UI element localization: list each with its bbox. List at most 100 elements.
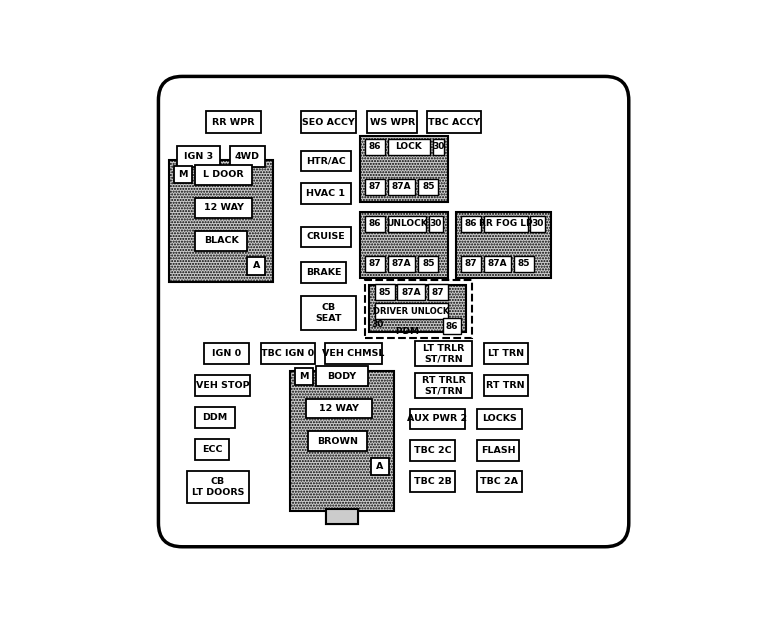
Text: LT TRN: LT TRN bbox=[488, 349, 524, 358]
Bar bbox=[419, 178, 439, 195]
Bar bbox=[365, 178, 385, 195]
Text: HVAC 1: HVAC 1 bbox=[306, 189, 346, 198]
Bar bbox=[456, 212, 551, 278]
Bar bbox=[531, 215, 545, 232]
Bar bbox=[301, 296, 356, 329]
Bar bbox=[388, 139, 430, 155]
Bar bbox=[365, 280, 472, 338]
Text: RT TRLR
ST/TRN: RT TRLR ST/TRN bbox=[422, 376, 465, 395]
Bar bbox=[206, 110, 260, 133]
Bar bbox=[230, 146, 265, 167]
Bar bbox=[174, 166, 192, 183]
Bar bbox=[360, 136, 449, 202]
Bar bbox=[484, 343, 528, 364]
Bar bbox=[365, 139, 385, 155]
Bar bbox=[429, 215, 443, 232]
Text: WS WPR: WS WPR bbox=[369, 117, 415, 126]
Text: DRIVER UNLOCK: DRIVER UNLOCK bbox=[373, 307, 449, 316]
Text: 4WD: 4WD bbox=[235, 152, 260, 161]
Text: 86: 86 bbox=[445, 322, 458, 331]
Text: - PDM -: - PDM - bbox=[389, 327, 426, 336]
Bar bbox=[326, 509, 359, 524]
Text: RR FOG LP: RR FOG LP bbox=[479, 219, 532, 228]
Bar bbox=[306, 399, 372, 418]
Text: 86: 86 bbox=[369, 219, 382, 228]
Text: LOCK: LOCK bbox=[396, 143, 422, 151]
Text: M: M bbox=[178, 170, 188, 180]
Text: 30: 30 bbox=[372, 320, 384, 329]
Text: SEO ACCY: SEO ACCY bbox=[302, 117, 355, 126]
Text: IGN 0: IGN 0 bbox=[211, 349, 240, 358]
Bar bbox=[484, 215, 528, 232]
Text: BLACK: BLACK bbox=[204, 236, 239, 246]
Bar bbox=[461, 215, 481, 232]
Text: A: A bbox=[253, 262, 260, 270]
Text: TBC 2C: TBC 2C bbox=[414, 446, 452, 455]
Bar bbox=[260, 343, 315, 364]
Bar bbox=[419, 255, 439, 271]
Bar bbox=[295, 368, 313, 385]
Bar bbox=[195, 439, 229, 460]
Bar bbox=[477, 408, 522, 429]
Bar bbox=[301, 151, 351, 172]
Bar bbox=[397, 284, 425, 300]
Text: CRUISE: CRUISE bbox=[306, 233, 346, 241]
Text: 85: 85 bbox=[422, 182, 435, 191]
Bar bbox=[428, 284, 448, 300]
Bar bbox=[388, 178, 415, 195]
Text: 30: 30 bbox=[429, 219, 442, 228]
Text: 87A: 87A bbox=[392, 182, 412, 191]
Bar bbox=[477, 471, 522, 492]
Text: 85: 85 bbox=[379, 288, 391, 297]
Bar bbox=[316, 366, 368, 386]
Bar bbox=[375, 284, 395, 300]
Text: L DOOR: L DOOR bbox=[204, 170, 243, 180]
Text: CB
LT DOORS: CB LT DOORS bbox=[192, 477, 244, 497]
Bar bbox=[301, 262, 346, 283]
Text: VEH STOP: VEH STOP bbox=[196, 381, 249, 390]
Text: TBC ACCY: TBC ACCY bbox=[428, 117, 480, 126]
Bar bbox=[195, 407, 236, 428]
Text: HTR/AC: HTR/AC bbox=[306, 157, 346, 165]
Bar bbox=[247, 257, 265, 275]
Bar bbox=[308, 431, 367, 451]
Bar bbox=[365, 215, 385, 232]
Text: LT TRLR
ST/TRN: LT TRLR ST/TRN bbox=[423, 344, 464, 363]
Text: FLASH: FLASH bbox=[481, 446, 515, 455]
Text: BROWN: BROWN bbox=[317, 437, 359, 446]
Bar bbox=[187, 471, 249, 503]
Text: 86: 86 bbox=[369, 143, 382, 151]
Bar bbox=[367, 110, 417, 133]
Bar bbox=[443, 318, 461, 334]
Bar bbox=[427, 110, 482, 133]
Text: 87A: 87A bbox=[488, 259, 508, 268]
Text: RR WPR: RR WPR bbox=[212, 117, 254, 126]
Bar bbox=[484, 255, 511, 271]
Bar bbox=[461, 255, 481, 271]
Text: 87: 87 bbox=[369, 182, 382, 191]
Bar bbox=[290, 371, 393, 511]
Bar bbox=[325, 343, 382, 364]
Bar bbox=[388, 215, 426, 232]
Text: A: A bbox=[376, 462, 383, 471]
Bar bbox=[360, 212, 449, 278]
Bar bbox=[195, 375, 250, 396]
Bar bbox=[375, 303, 448, 319]
Bar bbox=[195, 165, 252, 184]
Text: ECC: ECC bbox=[202, 445, 223, 454]
Bar bbox=[415, 373, 472, 398]
Text: 85: 85 bbox=[422, 259, 435, 268]
Text: LOCKS: LOCKS bbox=[482, 415, 517, 423]
Text: 87A: 87A bbox=[392, 259, 412, 268]
Bar bbox=[410, 440, 455, 461]
Text: IGN 3: IGN 3 bbox=[184, 152, 214, 161]
Text: CB
SEAT: CB SEAT bbox=[315, 304, 342, 323]
Bar bbox=[371, 458, 389, 476]
Bar bbox=[301, 183, 351, 204]
Text: VEH CHMSL: VEH CHMSL bbox=[322, 349, 385, 358]
Text: UNLOCK: UNLOCK bbox=[386, 219, 428, 228]
Bar bbox=[484, 375, 528, 396]
Bar bbox=[195, 231, 247, 251]
Text: 30: 30 bbox=[432, 143, 445, 151]
Text: 30: 30 bbox=[531, 219, 544, 228]
